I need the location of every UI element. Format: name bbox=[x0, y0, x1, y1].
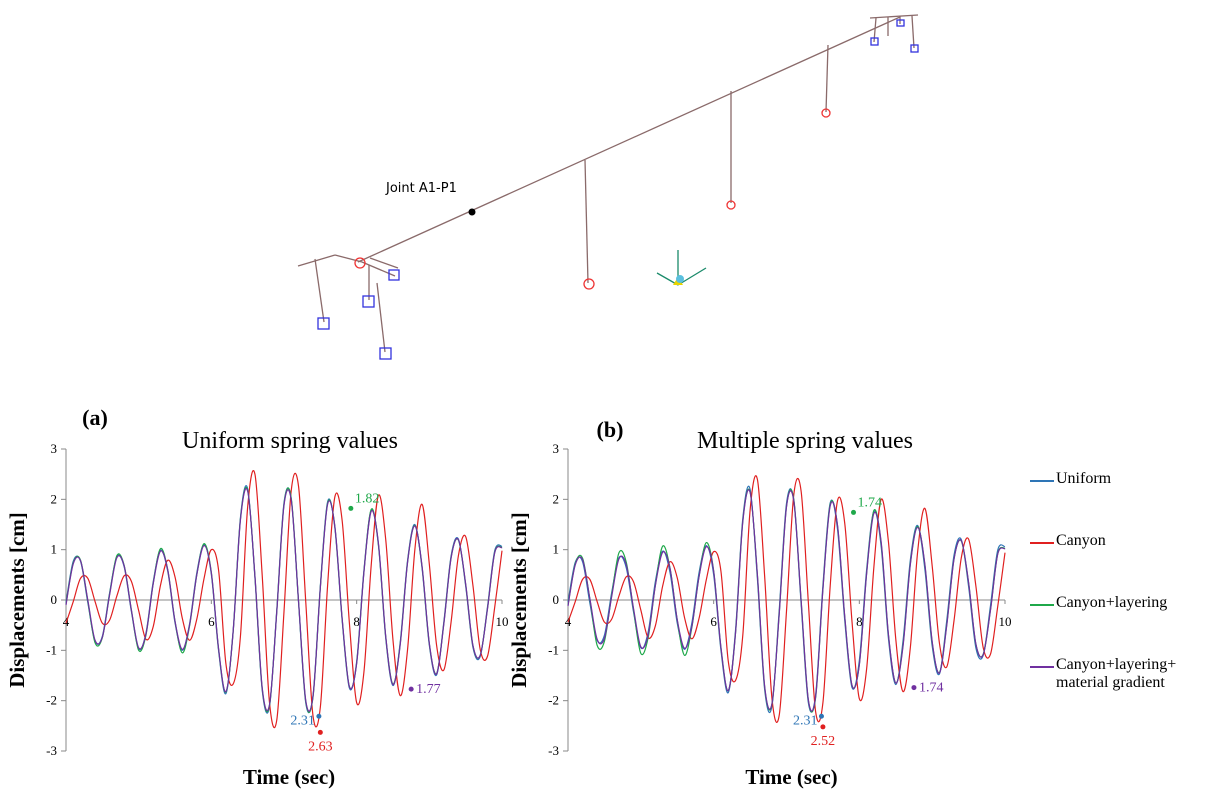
annotation-label: 2.52 bbox=[811, 734, 836, 749]
y-tick-label: 0 bbox=[51, 592, 58, 607]
y-tick-label: -1 bbox=[548, 642, 559, 657]
y-tick-label: 1 bbox=[553, 542, 560, 557]
series-line bbox=[65, 485, 503, 714]
legend-swatch bbox=[1030, 666, 1054, 668]
y-tick-label: 3 bbox=[51, 441, 58, 456]
chart-title: Multiple spring values bbox=[697, 428, 913, 454]
y-tick-label: -2 bbox=[548, 693, 559, 708]
y-tick-label: -1 bbox=[46, 642, 57, 657]
x-axis-label: Time (sec) bbox=[745, 765, 837, 789]
y-tick-label: -3 bbox=[46, 743, 57, 758]
annotation-label: 1.77 bbox=[416, 682, 441, 697]
panel-label: (b) bbox=[597, 417, 624, 442]
bridge-model bbox=[297, 14, 919, 360]
x-tick-label: 8 bbox=[856, 614, 863, 629]
y-tick-label: -2 bbox=[46, 693, 57, 708]
legend-swatch bbox=[1030, 604, 1054, 606]
annotation-point bbox=[348, 505, 354, 511]
annotation-point bbox=[408, 686, 414, 692]
x-tick-label: 6 bbox=[208, 614, 215, 629]
legend-label: Uniform bbox=[1056, 470, 1112, 487]
series-line bbox=[567, 489, 1006, 712]
y-axis-label: Displacements [cm] bbox=[507, 512, 531, 688]
annotation-point bbox=[911, 685, 917, 691]
annotation-point bbox=[317, 729, 323, 735]
joint-label: Joint A1-P1 bbox=[385, 181, 457, 196]
legend-label: Canyon bbox=[1056, 532, 1106, 549]
y-tick-label: 2 bbox=[553, 491, 560, 506]
series-line bbox=[567, 488, 1006, 713]
chart-title: Uniform spring values bbox=[182, 428, 398, 454]
y-tick-label: 3 bbox=[553, 441, 560, 456]
annotation-label: 1.74 bbox=[919, 681, 944, 696]
legend-label: Canyon+layering bbox=[1056, 594, 1168, 611]
x-tick-label: 6 bbox=[710, 614, 717, 629]
annotation-point bbox=[316, 713, 322, 719]
annotation-point bbox=[820, 724, 826, 730]
series-line bbox=[567, 485, 1006, 713]
series-line bbox=[567, 475, 1006, 723]
annotation-label: 2.63 bbox=[308, 739, 333, 754]
annotation-point bbox=[851, 509, 857, 515]
annotation-label: 1.82 bbox=[355, 491, 380, 506]
annotation-label: 2.31 bbox=[290, 713, 315, 728]
legend-entry: Canyon+layering bbox=[1030, 594, 1205, 656]
legend-entry: Canyon+layering+ material gradient bbox=[1030, 656, 1205, 718]
annotation-label: 2.31 bbox=[793, 713, 818, 728]
x-tick-label: 8 bbox=[353, 614, 360, 629]
annotation-point bbox=[818, 713, 824, 719]
y-tick-label: 0 bbox=[553, 592, 560, 607]
legend-entry: Uniform bbox=[1030, 470, 1205, 532]
legend-entry: Canyon bbox=[1030, 532, 1205, 594]
annotation-label: 1.74 bbox=[858, 495, 883, 510]
y-axis-label: Displacements [cm] bbox=[5, 512, 29, 688]
y-tick-label: -3 bbox=[548, 743, 559, 758]
y-tick-label: 1 bbox=[51, 542, 58, 557]
legend-swatch bbox=[1030, 542, 1054, 544]
x-tick-label: 10 bbox=[496, 614, 509, 629]
legend-swatch bbox=[1030, 480, 1054, 482]
panel-label: (a) bbox=[82, 405, 108, 430]
series-line bbox=[65, 488, 503, 712]
legend: Uniform Canyon Canyon+layering Canyon+layer… bbox=[1030, 470, 1205, 718]
x-tick-label: 10 bbox=[999, 614, 1012, 629]
y-tick-label: 2 bbox=[51, 491, 58, 506]
x-axis-label: Time (sec) bbox=[243, 765, 335, 789]
legend-label: Canyon+layering+ material gradient bbox=[1056, 656, 1177, 691]
